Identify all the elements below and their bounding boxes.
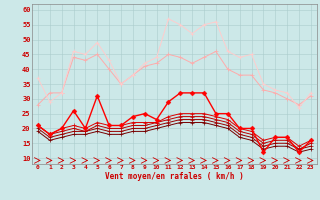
X-axis label: Vent moyen/en rafales ( km/h ): Vent moyen/en rafales ( km/h ): [105, 172, 244, 181]
